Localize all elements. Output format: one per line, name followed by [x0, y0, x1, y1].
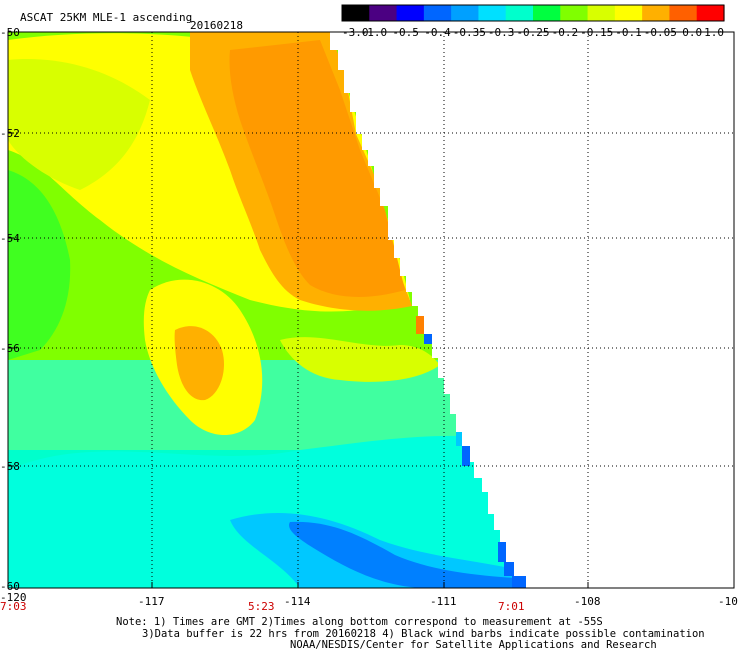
map-frame [7, 31, 735, 589]
colorbar-swatch [696, 5, 725, 21]
swath-green-west [8, 170, 71, 360]
edge-pixel-blue-5 [512, 576, 526, 588]
lat-label: -56 [0, 342, 20, 355]
lat-label: -58 [0, 460, 20, 473]
lon-label: -114 [284, 595, 311, 608]
colorbar-frame [341, 4, 725, 22]
colorbar-swatch [369, 5, 398, 21]
colorbar-swatch [614, 5, 643, 21]
time-label: 5:23 [248, 600, 275, 613]
swath-north-lightyellow [8, 59, 150, 191]
wind-swath [8, 32, 520, 588]
map-date: 20160218 [190, 19, 243, 32]
lat-label: -50 [0, 26, 20, 39]
colorbar-tick-label: -0.15 [580, 26, 613, 39]
note-line-3: NOAA/NESDIS/Center for Satellite Applica… [290, 639, 657, 651]
edge-pixel-blue-3 [498, 542, 506, 562]
swath-darkblue-band [289, 521, 520, 588]
edge-pixel-blue [424, 334, 432, 344]
colorbar-swatch [587, 5, 616, 21]
colorbar-tick-label: -0.1 [615, 26, 642, 39]
colorbar-swatch [533, 5, 561, 21]
map-title: ASCAT 25KM MLE-1 ascending [20, 11, 192, 24]
note-line-1: Note: 1) Times are GMT 2)Times along bot… [116, 616, 603, 628]
note-line-2: 3)Data buffer is 22 hrs from 20160218 4)… [142, 628, 705, 640]
colorbar-tick-label: 1.0 [704, 26, 724, 39]
colorbar-swatch [642, 5, 671, 21]
lon-label: -108 [574, 595, 601, 608]
colorbar-swatch [505, 5, 534, 21]
colorbar-swatch [342, 5, 370, 21]
edge-pixel-blue-2 [462, 446, 470, 466]
colorbar-tick-label: -3.0 [342, 26, 369, 39]
lat-label: -54 [0, 232, 20, 245]
lon-label: -10 [718, 595, 738, 608]
colorbar: -3.0-1.0 -0.5 -0.4 -0.35 -0.3 -0.25 -0.2 -0.15-… [341, 4, 725, 39]
edge-pixel-orange [416, 316, 424, 334]
colorbar-swatch [478, 5, 507, 21]
swath-mid-teal [8, 360, 520, 450]
lat-label: -52 [0, 127, 20, 140]
colorbar-tick-label: -1.0 [361, 26, 388, 39]
colorbar-swatch [560, 5, 589, 21]
colorbar-tick-label: -0.3 [488, 26, 515, 39]
colorbar-tick-label: -0.35 [453, 26, 486, 39]
lat-labels: -50 -52 -54 -56 -58 -60 [0, 26, 20, 593]
colorbar-tick-label: -0.2 [552, 26, 579, 39]
lat-lon-grid [8, 32, 734, 588]
colorbar-tick-label: -0.5 [392, 26, 419, 39]
time-labels: 7:03 5:23 7:01 [0, 600, 525, 613]
lon-label: -117 [138, 595, 165, 608]
colorbar-tick-label: -0.05 [644, 26, 677, 39]
colorbar-tick-label: 0.0 [682, 26, 702, 39]
colorbar-swatches [342, 5, 725, 21]
colorbar-swatch [396, 5, 425, 21]
time-label: 7:01 [498, 600, 525, 613]
lon-labels: -120 -117 -114 -111 -108 -10 [0, 591, 738, 608]
edge-pixel-cyan [456, 432, 462, 446]
swath-orange-core [229, 40, 405, 297]
lat-label: -60 [0, 580, 20, 593]
colorbar-swatch [451, 5, 480, 21]
lon-label: -120 [0, 591, 27, 604]
time-label: 7:03 [0, 600, 27, 613]
lon-label: -111 [430, 595, 457, 608]
colorbar-tick-label: -0.25 [516, 26, 549, 39]
colorbar-swatch [423, 5, 452, 21]
edge-pixel-blue-4 [504, 562, 514, 576]
axis-ticks [8, 31, 589, 588]
swath-edge-pixels [416, 316, 526, 588]
colorbar-tick-label: -0.4 [424, 26, 451, 39]
colorbar-swatch [669, 5, 698, 21]
colorbar-labels: -3.0-1.0 -0.5 -0.4 -0.35 -0.3 -0.25 -0.2 -0.15-… [342, 26, 724, 39]
swath-orange-swirl [174, 326, 225, 401]
